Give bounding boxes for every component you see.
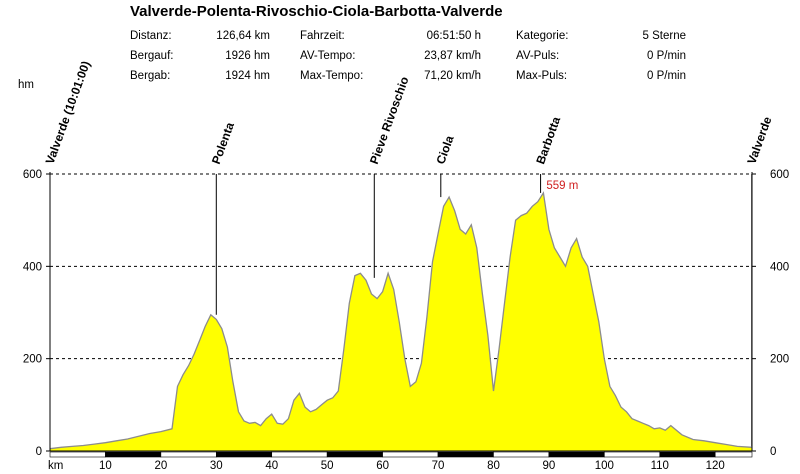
x-scale-segment xyxy=(105,451,162,458)
x-scale-segment xyxy=(382,451,439,458)
elevation-line xyxy=(49,191,753,450)
page-title: Valverde-Polenta-Rivoschio-Ciola-Barbott… xyxy=(130,3,503,20)
stat-label: Bergauf: xyxy=(130,50,174,62)
x-tick-label: 100 xyxy=(595,460,614,472)
x-scale-segment xyxy=(604,451,661,458)
x-scale-segment xyxy=(160,451,217,458)
waypoint-label: Pieve Rivoschio xyxy=(367,75,412,166)
x-scale-segment xyxy=(49,451,106,458)
elevation-profile xyxy=(49,191,753,451)
stat-value: 0 P/min xyxy=(647,50,686,62)
max-elevation-label: 559 m xyxy=(546,180,578,192)
stat-value: 1924 hm xyxy=(225,70,270,82)
stat-value: 71,20 km/h xyxy=(424,70,481,82)
x-tick-label: 40 xyxy=(265,460,278,472)
x-scale-segment xyxy=(437,451,494,458)
elevation-fill xyxy=(50,192,752,451)
y-tick-label: 600 xyxy=(770,169,789,181)
waypoint-label: Valverde xyxy=(744,115,774,166)
y-tick-label: 600 xyxy=(23,169,42,181)
stat-label: Kategorie: xyxy=(516,30,569,42)
x-tick-label: 60 xyxy=(376,460,389,472)
x-scale-segment xyxy=(215,451,273,458)
stat-label: AV-Puls: xyxy=(516,50,560,62)
stat-label: Max-Tempo: xyxy=(300,70,364,82)
stat-label: AV-Tempo: xyxy=(300,50,356,62)
stat-label: Bergab: xyxy=(130,70,171,82)
stat-value: 5 Sterne xyxy=(642,30,686,42)
y-tick-label: 200 xyxy=(23,354,42,366)
y-axis-ticks: 0 0 200 200 400 400 600 600 xyxy=(23,169,789,458)
x-axis-unit-label: km xyxy=(48,460,63,472)
x-tick-label: 90 xyxy=(542,460,555,472)
x-scale-segment xyxy=(714,451,753,458)
stat-value: 23,87 km/h xyxy=(424,50,481,62)
x-tick-label: 30 xyxy=(210,460,223,472)
x-tick-label: 70 xyxy=(432,460,445,472)
y-tick-label: 400 xyxy=(770,261,789,273)
stat-label: Distanz: xyxy=(130,30,172,42)
x-tick-label: 10 xyxy=(99,460,112,472)
stat-label: Fahrzeit: xyxy=(300,30,345,42)
waypoint-label: Barbotta xyxy=(533,115,563,166)
x-scale-segment xyxy=(326,451,383,458)
stat-value: 126,64 km xyxy=(216,30,270,42)
x-tick-label: 110 xyxy=(651,460,669,472)
y-tick-label: 200 xyxy=(770,354,789,366)
x-scale-segment xyxy=(659,451,716,458)
stat-value: 06:51:50 h xyxy=(426,30,481,42)
stat-value: 1926 hm xyxy=(225,50,270,62)
x-tick-label: 80 xyxy=(487,460,500,472)
y-tick-label: 0 xyxy=(770,446,776,458)
waypoint-label: Polenta xyxy=(209,120,237,166)
y-axis-unit-label: hm xyxy=(18,79,34,91)
y-tick-label: 400 xyxy=(23,261,42,273)
stat-value: 0 P/min xyxy=(647,70,686,82)
y-tick-label: 0 xyxy=(36,446,42,458)
x-scale-segment xyxy=(271,451,328,458)
waypoint-label: Ciola xyxy=(433,133,456,166)
x-tick-label: 120 xyxy=(706,460,725,472)
x-tick-label: 20 xyxy=(154,460,167,472)
x-axis-ticks: 10 20 30 40 50 60 70 80 90 100 110 120 xyxy=(49,451,753,472)
x-tick-label: 50 xyxy=(321,460,334,472)
x-scale-segment xyxy=(548,451,605,458)
x-scale-segment xyxy=(493,451,550,458)
waypoint-label: Valverde (10:01:00) xyxy=(43,59,93,166)
stat-label: Max-Puls: xyxy=(516,70,568,82)
